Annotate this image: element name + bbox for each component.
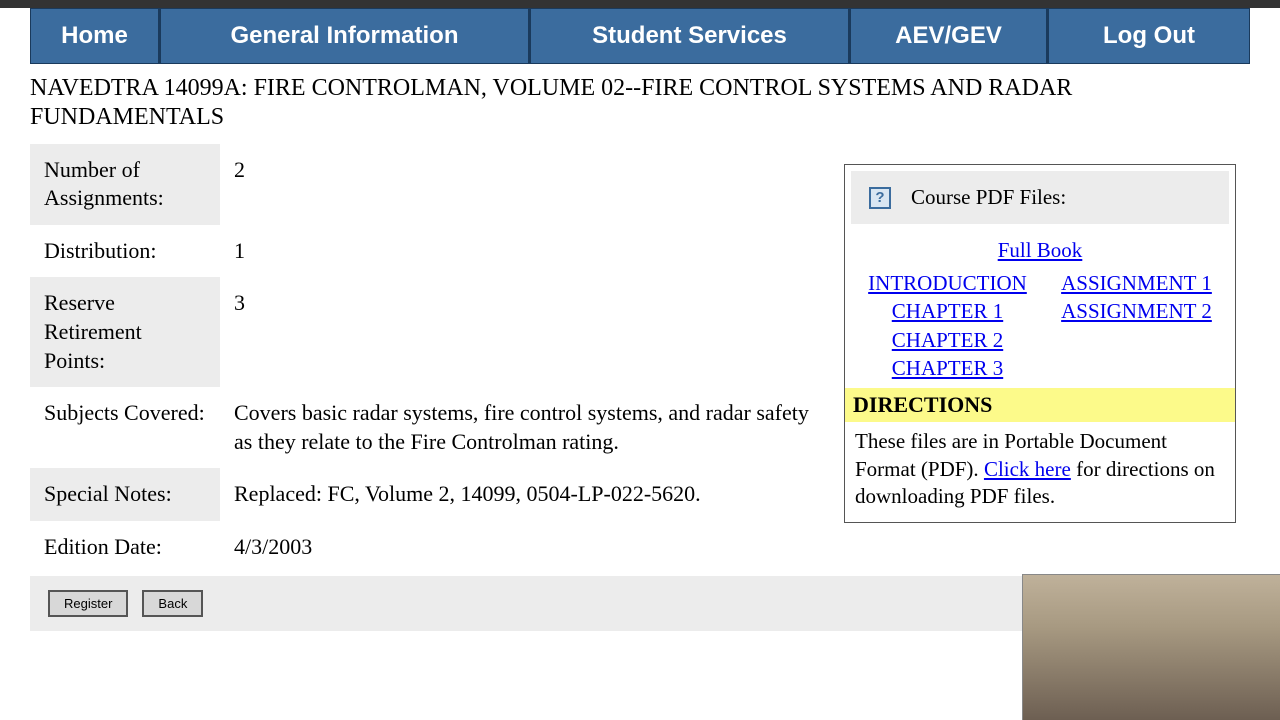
info-label: Subjects Covered: [30, 387, 220, 468]
course-info-table: Number of Assignments:2Distribution:1Res… [30, 144, 830, 574]
nav-log-out[interactable]: Log Out [1049, 9, 1249, 63]
main-navbar: Home General Information Student Service… [30, 8, 1250, 64]
webcam-overlay [1022, 574, 1280, 720]
info-value: 3 [220, 277, 830, 387]
table-row: Reserve Retirement Points:3 [30, 277, 830, 387]
info-label: Number of Assignments: [30, 144, 220, 225]
pdf-link-column-right: ASSIGNMENT 1 ASSIGNMENT 2 [1061, 269, 1212, 382]
info-label: Edition Date: [30, 521, 220, 574]
table-row: Number of Assignments:2 [30, 144, 830, 225]
nav-student-services[interactable]: Student Services [531, 9, 851, 63]
link-full-book[interactable]: Full Book [998, 238, 1083, 262]
pdf-link-column-left: INTRODUCTION CHAPTER 1 CHAPTER 2 CHAPTER 3 [868, 269, 1027, 382]
info-value: Covers basic radar systems, fire control… [220, 387, 830, 468]
link-chapter-1[interactable]: CHAPTER 1 [892, 299, 1003, 323]
table-row: Special Notes:Replaced: FC, Volume 2, 14… [30, 468, 830, 521]
link-introduction[interactable]: INTRODUCTION [868, 271, 1027, 295]
window-topbar [0, 0, 1280, 8]
link-chapter-3[interactable]: CHAPTER 3 [892, 356, 1003, 380]
pdf-header: ? Course PDF Files: [851, 171, 1229, 224]
info-label: Special Notes: [30, 468, 220, 521]
directions-text: These files are in Portable Document For… [845, 422, 1235, 522]
info-value: 1 [220, 225, 830, 278]
table-row: Distribution:1 [30, 225, 830, 278]
table-row: Subjects Covered:Covers basic radar syst… [30, 387, 830, 468]
help-icon[interactable]: ? [869, 187, 891, 209]
link-assignment-2[interactable]: ASSIGNMENT 2 [1061, 299, 1212, 323]
pdf-header-label: Course PDF Files: [911, 185, 1066, 210]
course-title: NAVEDTRA 14099A: FIRE CONTROLMAN, VOLUME… [30, 74, 1230, 132]
info-value: 4/3/2003 [220, 521, 830, 574]
link-assignment-1[interactable]: ASSIGNMENT 1 [1061, 271, 1212, 295]
info-value: Replaced: FC, Volume 2, 14099, 0504-LP-0… [220, 468, 830, 521]
directions-heading: DIRECTIONS [845, 388, 1235, 422]
link-chapter-2[interactable]: CHAPTER 2 [892, 328, 1003, 352]
nav-aev-gev[interactable]: AEV/GEV [851, 9, 1049, 63]
link-click-here[interactable]: Click here [984, 457, 1071, 481]
table-row: Edition Date:4/3/2003 [30, 521, 830, 574]
info-label: Distribution: [30, 225, 220, 278]
nav-general-information[interactable]: General Information [161, 9, 531, 63]
back-button[interactable]: Back [142, 590, 203, 617]
pdf-sidebar: ? Course PDF Files: Full Book INTRODUCTI… [844, 164, 1236, 523]
info-label: Reserve Retirement Points: [30, 277, 220, 387]
nav-home[interactable]: Home [31, 9, 161, 63]
register-button[interactable]: Register [48, 590, 128, 617]
info-value: 2 [220, 144, 830, 225]
